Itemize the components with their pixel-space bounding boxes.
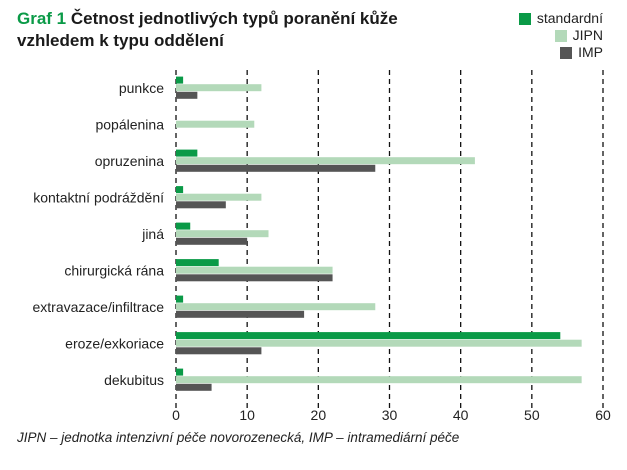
bar-imp-3	[176, 201, 226, 209]
category-label: opruzenina	[95, 153, 164, 169]
legend-swatch-jipn	[554, 29, 567, 42]
bar-imp-7	[176, 347, 262, 355]
bar-imp-4	[176, 237, 248, 245]
bar-jipn-6	[176, 303, 376, 311]
category-label: eroze/exkoriace	[65, 336, 164, 352]
legend-swatch-imp	[560, 46, 573, 59]
bar-standardn-3	[176, 186, 184, 194]
bar-standardn-0	[176, 76, 184, 84]
category-label: dekubitus	[104, 372, 164, 388]
bar-imp-5	[176, 274, 333, 282]
x-tick-label: 0	[172, 407, 180, 423]
legend-item-standard: standardní	[518, 10, 603, 27]
category-label: punkce	[119, 80, 164, 96]
category-label: jiná	[141, 226, 164, 242]
x-tick-label: 20	[311, 407, 327, 423]
bar-standardn-5	[176, 259, 219, 267]
x-tick-label: 30	[382, 407, 398, 423]
legend-item-jipn: JIPN	[519, 27, 603, 44]
bar-standardn-6	[176, 295, 184, 303]
legend: standardní JIPN IMP	[518, 10, 603, 61]
legend-swatch-standard	[518, 12, 531, 25]
bar-jipn-0	[176, 84, 262, 92]
bar-standardn-4	[176, 222, 191, 230]
bar-standardn-7	[176, 332, 561, 340]
bar-jipn-7	[176, 339, 582, 347]
x-tick-label: 40	[453, 407, 469, 423]
bar-jipn-5	[176, 266, 333, 274]
x-tick-label: 60	[595, 407, 611, 423]
chart-title-prefix: Graf 1	[17, 9, 67, 28]
category-label: kontaktní podráždění	[33, 190, 164, 206]
bar-jipn-8	[176, 376, 582, 384]
chart-title: Graf 1 Četnost jednotlivých typů poraněn…	[17, 8, 437, 52]
legend-label-standard: standardní	[536, 10, 603, 26]
category-label: chirurgická rána	[64, 263, 164, 279]
category-label: extravazace/infiltrace	[32, 299, 164, 315]
bar-imp-0	[176, 91, 198, 99]
bar-imp-8	[176, 383, 212, 391]
bar-jipn-1	[176, 120, 255, 128]
bar-jipn-4	[176, 230, 269, 238]
x-tick-label: 50	[524, 407, 540, 423]
bar-jipn-2	[176, 157, 475, 165]
bar-imp-2	[176, 164, 376, 172]
bar-standardn-8	[176, 368, 184, 376]
legend-label-jipn: JIPN	[572, 27, 603, 43]
legend-item-imp: IMP	[519, 44, 603, 61]
bar-imp-6	[176, 310, 305, 318]
category-label: popálenina	[95, 117, 164, 133]
bar-standardn-2	[176, 149, 198, 157]
legend-label-imp: IMP	[578, 44, 603, 60]
x-tick-label: 10	[239, 407, 255, 423]
bar-jipn-3	[176, 193, 262, 201]
chart-title-text: Četnost jednotlivých typů poranění kůže …	[17, 9, 398, 50]
footnote: JIPN – jednotka intenzivní péče novoroze…	[17, 430, 460, 445]
